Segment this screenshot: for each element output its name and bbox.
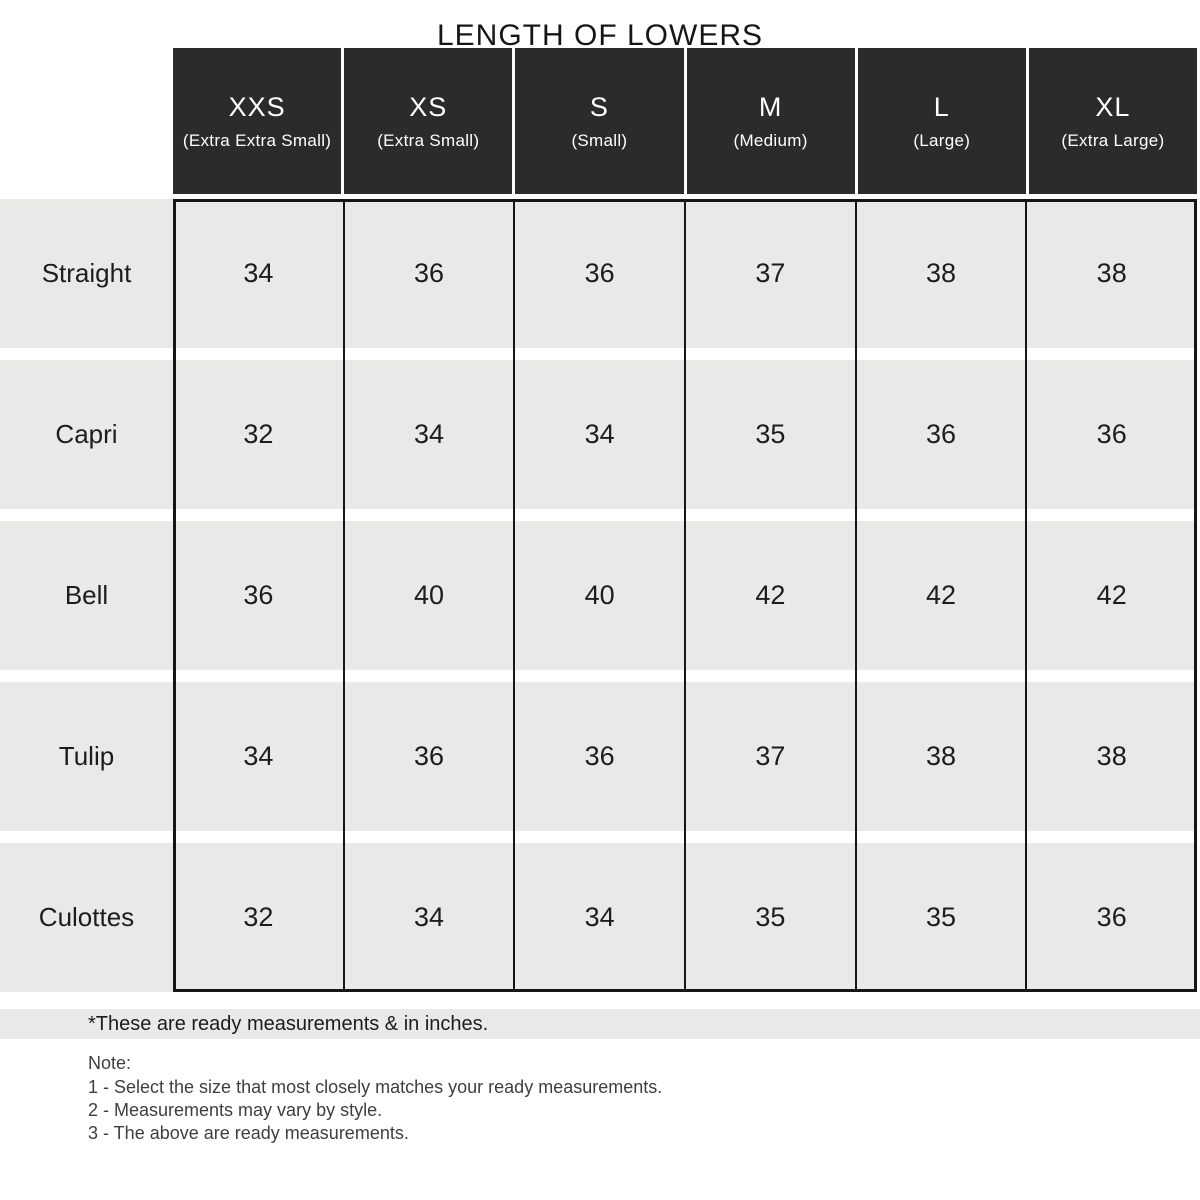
size-code: XXS <box>228 91 286 122</box>
measurement-cell: 32 <box>243 419 274 449</box>
notes-heading: Note: <box>88 1053 132 1073</box>
notes-section: Note: 1 - Select the size that most clos… <box>88 1052 1200 1145</box>
size-label: (Small) <box>571 130 628 150</box>
size-column-header: XL (Extra Large) <box>1028 48 1198 194</box>
measurement-cell: 37 <box>755 741 786 771</box>
measurement-cell: 34 <box>243 741 274 771</box>
notes-list: 1 - Select the size that most closely ma… <box>88 1076 1200 1145</box>
measurement-cell: 36 <box>584 258 615 288</box>
size-code: S <box>589 91 609 122</box>
table-row: Tulip 34 36 36 37 38 38 <box>0 682 1197 831</box>
size-column-header: XS (Extra Small) <box>344 48 513 194</box>
measurement-cell: 36 <box>1096 419 1127 449</box>
measurement-cell: 36 <box>926 419 957 449</box>
measurement-cell: 38 <box>1096 741 1127 771</box>
table-row: Culottes 32 34 34 35 35 36 <box>0 843 1197 992</box>
note-line: 1 - Select the size that most closely ma… <box>88 1077 663 1097</box>
footnote-band: *These are ready measurements & in inche… <box>0 1009 1200 1039</box>
size-code: XS <box>409 91 448 122</box>
measurement-cell: 32 <box>243 902 274 932</box>
measurement-cell: 34 <box>584 419 615 449</box>
note-line: 3 - The above are ready measurements. <box>88 1123 409 1143</box>
row-style-label: Culottes <box>38 902 135 932</box>
table-row: Bell 36 40 40 42 42 42 <box>0 521 1197 670</box>
measurement-cell: 42 <box>1096 580 1127 610</box>
table-row: Capri 32 34 34 35 36 36 <box>0 360 1197 509</box>
footnote-text: *These are ready measurements & in inche… <box>88 1012 489 1035</box>
measurement-cell: 36 <box>413 741 445 771</box>
table-row: Straight 34 36 36 37 38 38 <box>0 199 1197 348</box>
measurement-cell: 40 <box>413 580 445 610</box>
size-column-header: M (Medium) <box>686 48 855 194</box>
measurement-cell: 40 <box>584 580 615 610</box>
measurement-cell: 35 <box>926 902 957 932</box>
note-line: 2 - Measurements may vary by style. <box>88 1100 383 1120</box>
row-style-label: Tulip <box>58 741 115 771</box>
table-body: Straight 34 36 36 37 38 38 Capri 32 34 34 35 36 36… <box>0 199 1197 992</box>
row-style-label: Capri <box>55 419 118 449</box>
page-title: LENGTH OF LOWERS <box>436 19 764 52</box>
measurement-cell: 36 <box>413 258 445 288</box>
size-label: (Extra Small) <box>377 130 480 150</box>
size-column-header: L (Large) <box>857 48 1026 194</box>
measurement-cell: 35 <box>755 419 786 449</box>
measurement-cell: 42 <box>926 580 957 610</box>
measurement-cell: 35 <box>755 902 786 932</box>
size-code: L <box>933 91 950 122</box>
measurement-cell: 36 <box>1096 902 1127 932</box>
size-column-header: XXS (Extra Extra Small) <box>173 48 342 194</box>
size-label: (Large) <box>913 130 971 150</box>
size-column-header: S (Small) <box>515 48 684 194</box>
measurement-cell: 38 <box>926 258 957 288</box>
header-row: XXS (Extra Extra Small) XS (Extra Small)… <box>173 48 1198 194</box>
measurement-cell: 36 <box>584 741 615 771</box>
size-label: (Medium) <box>733 130 808 150</box>
measurement-cell: 34 <box>584 902 615 932</box>
measurement-cell: 42 <box>755 580 786 610</box>
measurement-cell: 37 <box>755 258 786 288</box>
size-table: XXS (Extra Extra Small) XS (Extra Small)… <box>0 48 1198 992</box>
row-style-label: Straight <box>41 258 132 288</box>
size-label: (Extra Extra Small) <box>182 130 332 150</box>
measurement-cell: 34 <box>413 902 445 932</box>
measurement-cell: 34 <box>243 258 274 288</box>
measurement-cell: 36 <box>243 580 274 610</box>
size-code: M <box>758 91 783 122</box>
size-label: (Extra Large) <box>1061 130 1165 150</box>
measurement-cell: 38 <box>926 741 957 771</box>
measurement-cell: 34 <box>413 419 445 449</box>
size-code: XL <box>1095 91 1131 122</box>
row-style-label: Bell <box>64 580 109 610</box>
measurement-cell: 38 <box>1096 258 1127 288</box>
